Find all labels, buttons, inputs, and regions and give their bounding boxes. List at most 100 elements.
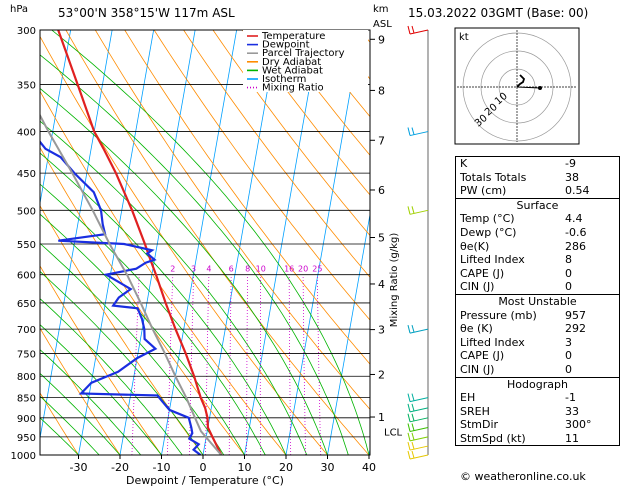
temperature-tick-label: 10 [238, 461, 252, 474]
most-unstable-value: 3 [565, 335, 572, 349]
mixing-ratio-line [288, 274, 292, 455]
hodograph-value: -1 [565, 391, 576, 405]
most-unstable-row: CIN (J) 0 [456, 363, 619, 377]
hodograph-label: StmDir [460, 418, 499, 432]
surface-row: Lifted Index 8 [456, 253, 619, 267]
surface-label: Lifted Index [460, 253, 525, 267]
hodograph-trace [516, 74, 526, 88]
pressure-tick-label: 650 [17, 299, 36, 310]
dry-adiabat-line [242, 30, 370, 196]
pressure-tick-label: 550 [17, 240, 36, 251]
pressure-tick-label: 950 [17, 433, 36, 444]
isotherm-line [202, 30, 279, 455]
wet-adiabat-line [40, 349, 142, 455]
mixing-ratio-label: 8 [245, 265, 250, 274]
dry-adiabat-line [212, 30, 370, 237]
surface-row: CAPE (J) 0 [456, 267, 619, 281]
mixing-ratio-label: 3 [191, 265, 196, 274]
tt-value: 38 [565, 170, 579, 184]
surface-title: Surface [516, 198, 559, 212]
legend-box [243, 30, 368, 92]
surface-label: CAPE (J) [460, 266, 505, 280]
wind-barb [407, 127, 429, 137]
pressure-tick-label: 600 [17, 271, 36, 282]
hodograph-label: EH [460, 391, 476, 405]
hodograph-ring-label: 10 [493, 91, 510, 108]
mixing-ratio-line [302, 274, 306, 455]
km-tick-label: 5 [378, 231, 385, 244]
legend-label: Wet Adiabat [262, 65, 323, 76]
most-unstable-value: 292 [565, 322, 586, 336]
most-unstable-title: Most Unstable [498, 294, 577, 308]
hpa-label: hPa [10, 4, 28, 15]
isotherm-line [244, 30, 321, 455]
wind-barb [407, 450, 429, 460]
pw-label: PW (cm) [460, 184, 507, 198]
most-unstable-row: Lifted Index 3 [456, 336, 619, 350]
temperature-tick-label: 40 [362, 461, 376, 474]
km-tick-label: 8 [378, 84, 385, 97]
wind-barb [407, 423, 429, 432]
most-unstable-label: CIN (J) [460, 362, 495, 376]
hodograph-kt-label: kt [459, 32, 469, 43]
asl-label: ASL [373, 19, 392, 30]
pressure-tick-label: 1000 [11, 451, 36, 462]
storm-motion-line [516, 86, 541, 89]
dry-adiabat-line [271, 30, 370, 156]
isotherm-line [285, 30, 362, 455]
km-label: km [373, 4, 389, 15]
hodograph-label: SREH [460, 404, 490, 418]
pressure-tick-label: 900 [17, 414, 36, 425]
temperature-tick-label: 0 [200, 461, 207, 474]
hodograph-row: EH -1 [456, 391, 619, 405]
parcel-trajectory-line [40, 113, 223, 455]
surface-label: θe(K) [460, 239, 490, 253]
pressure-tick-label: 750 [17, 349, 36, 360]
forecast-datetime: 15.03.2022 03GMT (Base: 00) [408, 6, 589, 20]
wind-barb [407, 393, 429, 403]
temperature-line [57, 30, 223, 455]
temperature-tick-label: -10 [153, 461, 171, 474]
plot-area [40, 30, 370, 455]
mixing-ratio-label: 16 [284, 265, 294, 274]
wet-adiabat-line [40, 372, 121, 455]
temperature-tick-label: -30 [70, 461, 88, 474]
legend-label: Dewpoint [262, 40, 310, 51]
surface-row: θe(K) 286 [456, 240, 619, 254]
dewpoint-line [40, 140, 202, 455]
tt-label: Totals Totals [460, 170, 527, 184]
surface-value: 0 [565, 280, 572, 294]
dry-adiabat-line [40, 146, 245, 455]
hodograph-row: SREH 33 [456, 405, 619, 419]
surface-row: CIN (J) 0 [456, 280, 619, 294]
wind-barb [407, 206, 429, 215]
most-unstable-value: 0 [565, 362, 572, 376]
most-unstable-label: Pressure (mb) [460, 308, 537, 322]
isotherm-line [119, 30, 196, 455]
surface-label: Temp (°C) [460, 212, 515, 226]
mixing-ratio-label: 4 [206, 265, 211, 274]
mixing-ratio-line [316, 274, 322, 455]
indices-table: K -9 Totals Totals 38 PW (cm) 0.54 Surface … [455, 156, 620, 447]
pressure-tick-label: 800 [17, 372, 36, 383]
surface-label: CIN (J) [460, 280, 495, 294]
wind-barb [407, 25, 429, 35]
legend-label: Dry Adiabat [262, 57, 321, 68]
mixing-ratio-label: 25 [312, 265, 322, 274]
x-axis-label: Dewpoint / Temperature (°C) [126, 474, 284, 486]
mixing-ratio-axis-label: Mixing Ratio (g/kg) [389, 233, 400, 328]
km-tick-label: 3 [378, 324, 385, 337]
pressure-tick-label: 300 [17, 26, 36, 37]
temperature-tick-label: -20 [111, 461, 129, 474]
k-label: K [460, 157, 468, 170]
km-tick-label: 7 [378, 134, 385, 147]
mixing-ratio-line [246, 274, 248, 455]
mixing-ratio-label: 10 [256, 265, 266, 274]
wind-barb [407, 413, 429, 423]
surface-row: Temp (°C) 4.4 [456, 212, 619, 226]
mixing-ratio-label: 2 [170, 265, 175, 274]
dry-adiabat-line [124, 30, 370, 365]
most-unstable-row: Pressure (mb) 957 [456, 309, 619, 323]
hodograph-label: StmSpd (kt) [460, 431, 526, 445]
